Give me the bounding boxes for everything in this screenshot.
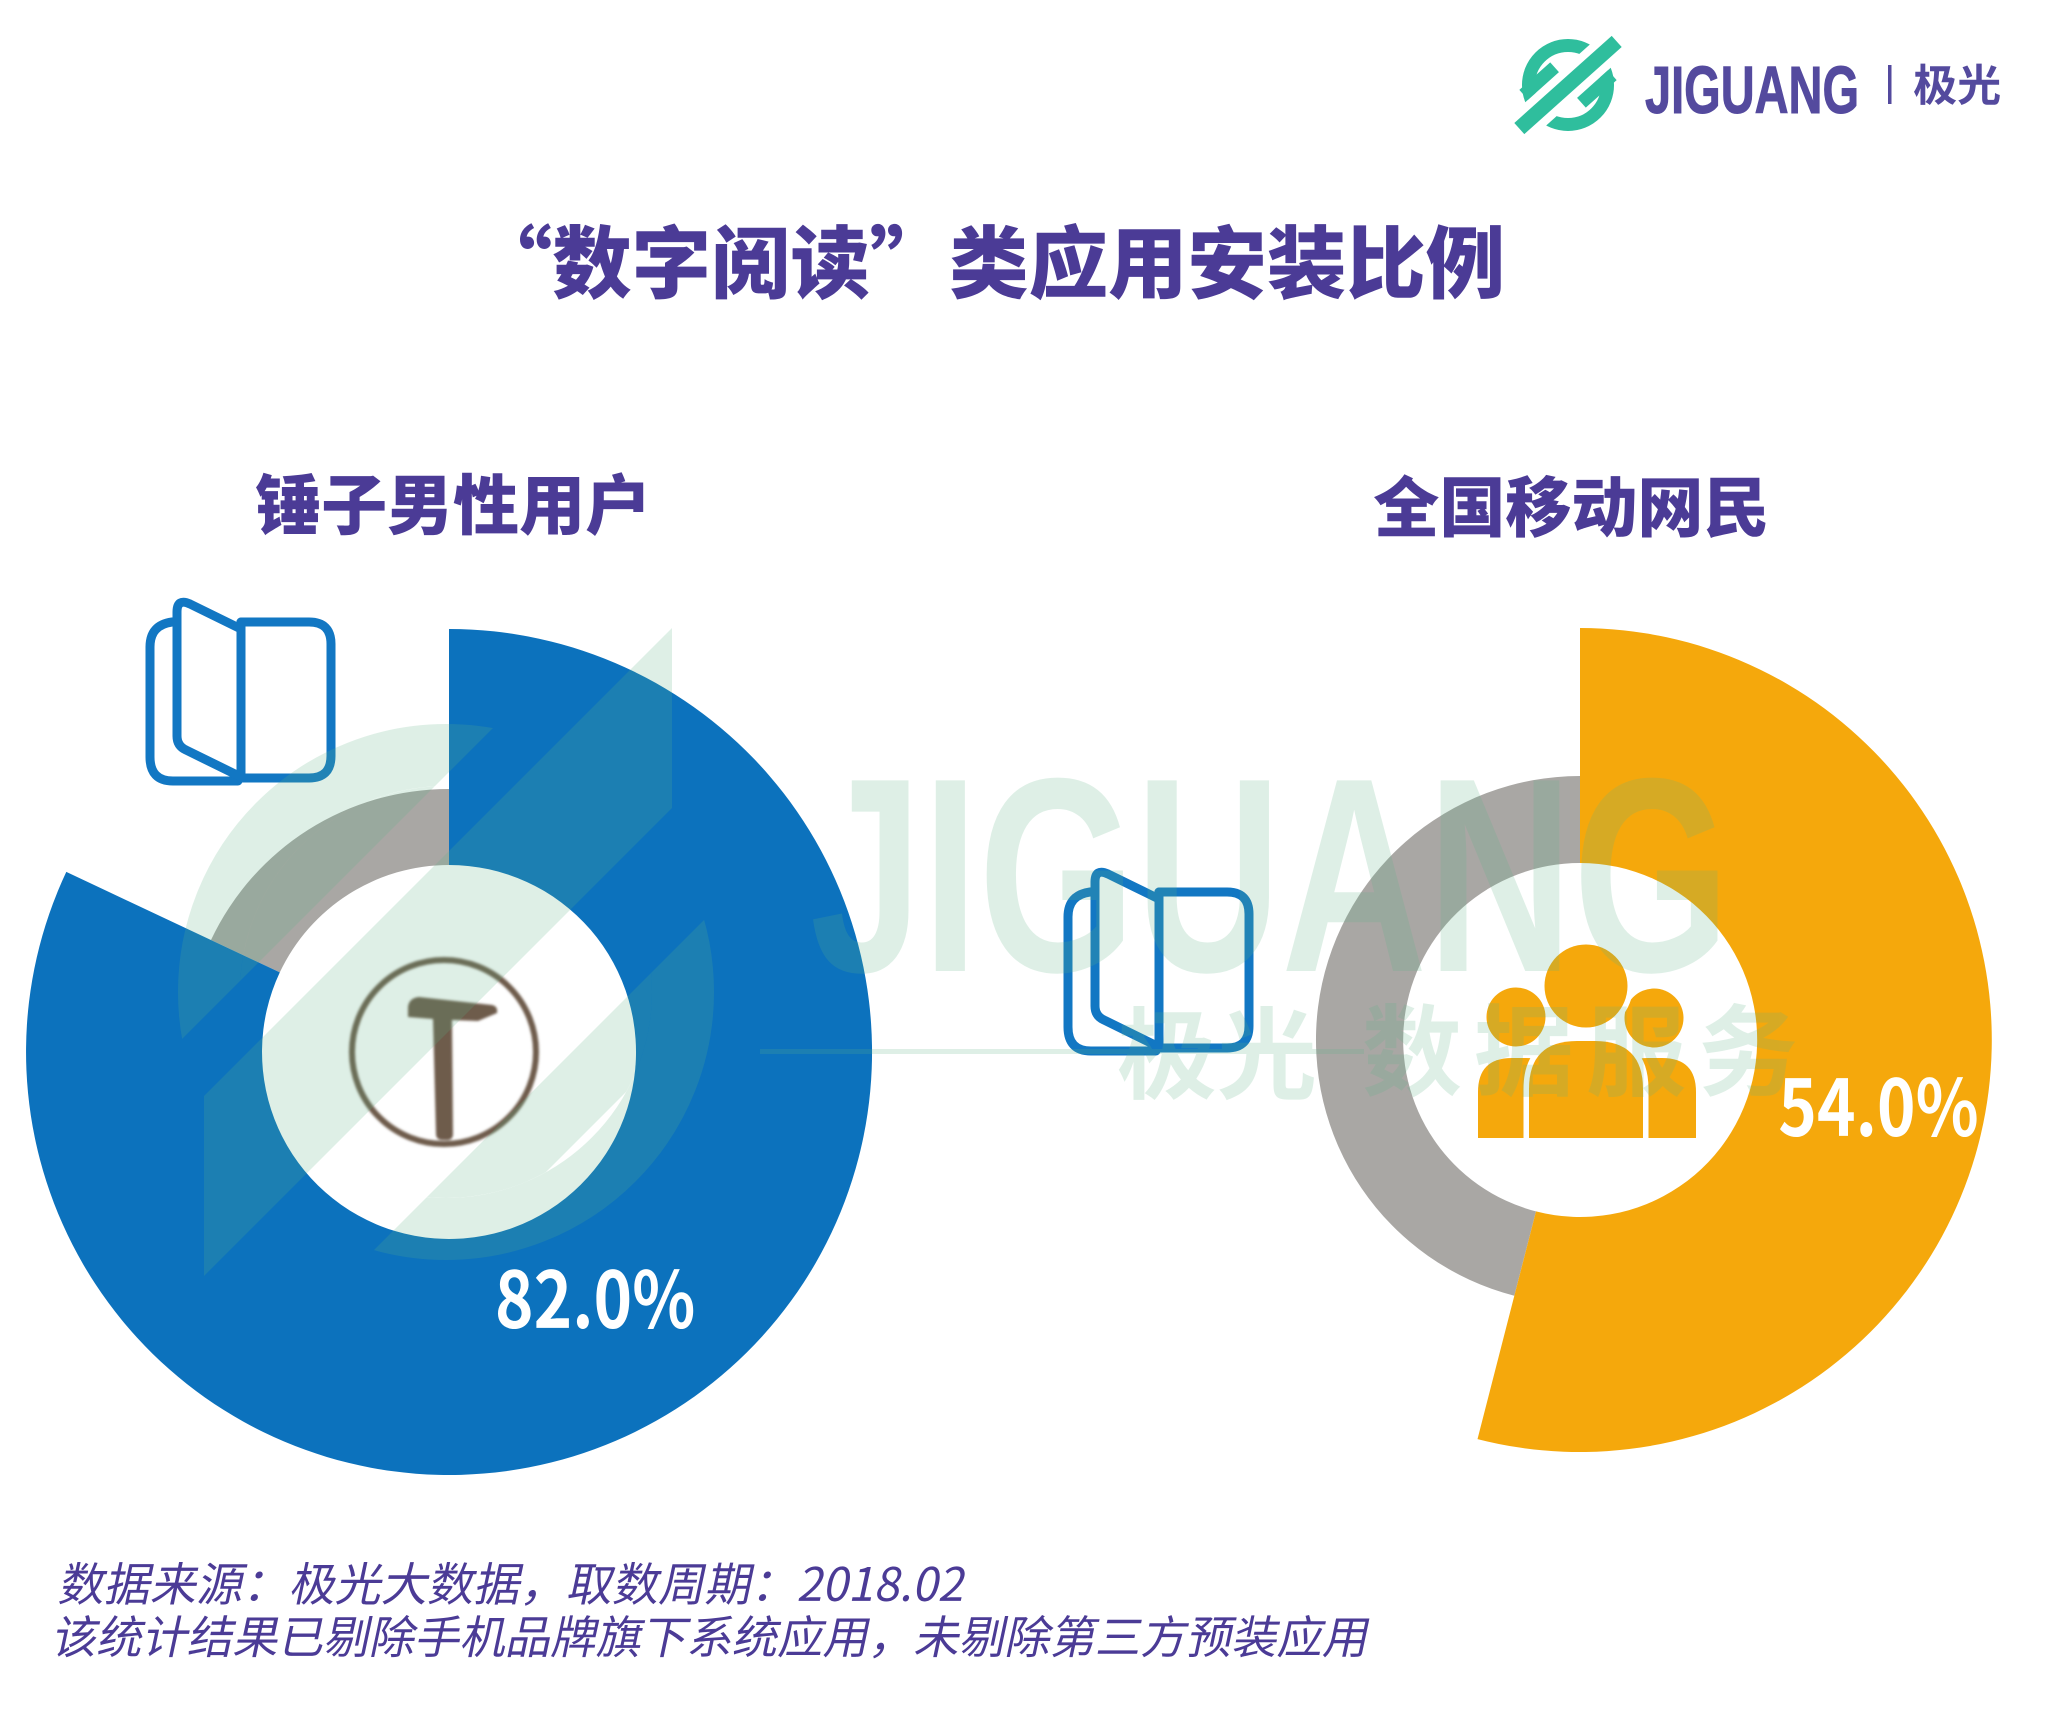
svg-text:JIGUANG: JIGUANG (810, 720, 1730, 1030)
svg-text:JIGUANG: JIGUANG (1645, 53, 1859, 128)
